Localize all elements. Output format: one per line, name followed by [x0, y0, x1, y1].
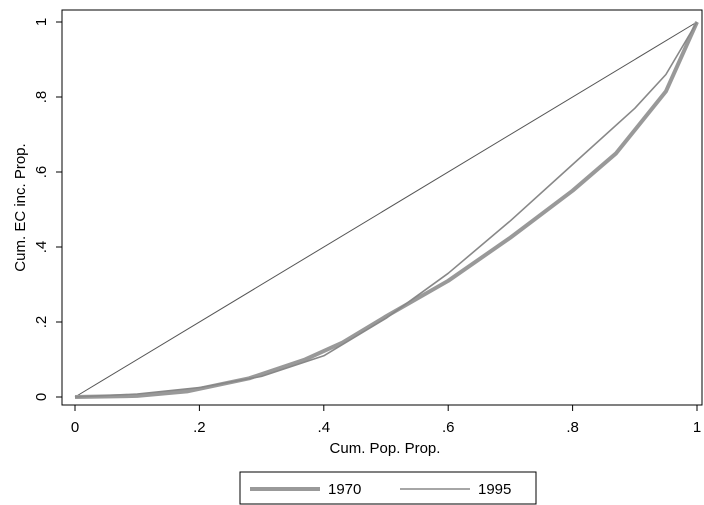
x-axis-label: Cum. Pop. Prop. [330, 440, 441, 457]
y-tick-label: .8 [33, 91, 50, 104]
y-axis-ticks: 0 .2 .4 .6 .8 1 [33, 18, 62, 401]
x-axis-ticks: 0 .2 .4 .6 .8 1 [71, 405, 701, 436]
x-tick-label: 0 [71, 419, 79, 436]
series-line-1995 [74, 21, 698, 398]
y-axis-label: Cum. EC inc. Prop. [12, 143, 29, 271]
y-tick-label: .4 [33, 241, 50, 254]
y-tick-label: .6 [33, 166, 50, 179]
legend: 1970 1995 [239, 471, 537, 505]
plot-frame [61, 9, 703, 406]
x-tick-label: 1 [693, 419, 701, 436]
series-line-1970 [74, 21, 699, 399]
x-tick-label: .6 [442, 419, 455, 436]
series-layer [74, 21, 699, 399]
x-tick-label: .8 [566, 419, 579, 436]
y-tick-label: 0 [33, 393, 50, 401]
y-tick-label: .2 [33, 316, 50, 329]
legend-label-1995: 1995 [478, 481, 511, 498]
equality-line [74, 21, 698, 398]
legend-label-1970: 1970 [328, 481, 361, 498]
x-tick-label: .4 [318, 419, 331, 436]
x-tick-label: .2 [193, 419, 206, 436]
y-tick-label: 1 [33, 18, 50, 26]
